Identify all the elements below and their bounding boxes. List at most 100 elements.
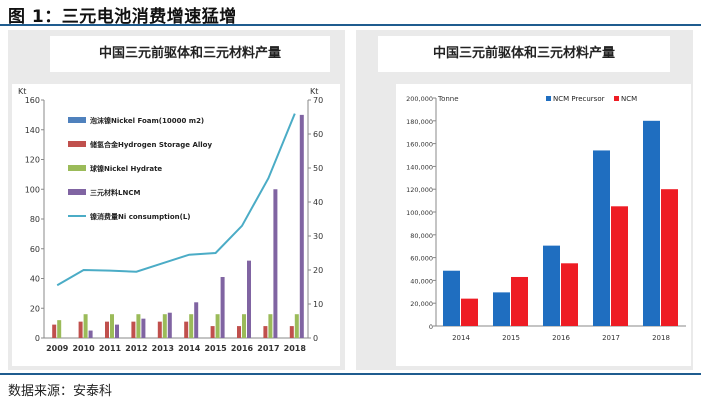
- x-tick-label: 2016: [552, 334, 570, 342]
- right-axis-unit: Kt: [310, 87, 318, 96]
- left-y-tick-label: 0: [35, 334, 40, 343]
- bar-3: [247, 260, 251, 338]
- bar-1: [237, 326, 241, 338]
- left-y-tick-label: 140: [25, 126, 40, 135]
- legend-label-0: NCM Precursor: [553, 95, 605, 103]
- left-y-tick-label: 40: [30, 275, 40, 284]
- legend-swatch-2: [68, 165, 86, 171]
- bar-3: [273, 189, 278, 338]
- source-rule: [0, 373, 701, 375]
- bar-3: [167, 312, 172, 338]
- bar-1: [184, 321, 189, 338]
- right-y-tick-label: 20: [313, 266, 323, 275]
- bar-2: [162, 314, 167, 338]
- bar-0: [443, 270, 460, 326]
- legend-swatch-1: [614, 96, 619, 101]
- bar-0: [493, 292, 510, 326]
- y-tick-label: 180,000: [406, 118, 433, 126]
- bar-0: [543, 245, 560, 326]
- left-y-tick-label: 60: [30, 245, 40, 254]
- bar-2: [189, 314, 194, 338]
- x-tick-label: 2009: [46, 344, 69, 353]
- bar-3: [194, 302, 199, 338]
- right-chart-title: 中国三元前驱体和三元材料产量: [378, 36, 670, 72]
- y-tick-label: 80,000: [410, 232, 433, 240]
- bar-3: [141, 318, 146, 338]
- bar-1: [611, 206, 628, 326]
- bar-2: [136, 314, 141, 338]
- bar-2: [242, 314, 246, 338]
- legend-label-3: 三元材料LNCM: [90, 188, 140, 197]
- x-tick-label: 2010: [72, 344, 95, 353]
- left-y-tick-label: 80: [30, 215, 40, 224]
- bar-0: [643, 120, 660, 326]
- x-tick-label: 2014: [178, 344, 201, 353]
- left-y-tick-label: 20: [30, 304, 40, 313]
- bar-1: [131, 321, 136, 338]
- legend-label-1: 储氢合金Hydrogen Storage Alloy: [89, 140, 212, 149]
- y-tick-label: 160,000: [406, 141, 433, 149]
- y-tick-label: 140,000: [406, 163, 433, 171]
- bar-2: [268, 314, 273, 338]
- bar-3: [88, 330, 93, 338]
- left-y-tick-label: 160: [25, 96, 40, 105]
- y-tick-label: 0: [429, 323, 433, 331]
- bar-1: [561, 263, 578, 326]
- x-tick-label: 2011: [99, 344, 122, 353]
- legend-swatch-0: [546, 96, 551, 101]
- right-y-tick-label: 60: [313, 130, 323, 139]
- bar-2: [110, 314, 114, 338]
- x-tick-label: 2016: [231, 344, 254, 353]
- bar-3: [115, 324, 119, 338]
- bar-1: [157, 321, 162, 338]
- left-axis-unit: Kt: [18, 87, 26, 96]
- x-tick-label: 2017: [602, 334, 620, 342]
- bar-2: [83, 314, 88, 338]
- legend-swatch-1: [68, 141, 86, 147]
- bar-3: [299, 114, 304, 338]
- bar-1: [461, 298, 478, 326]
- legend-label-2: 球镍Nickel Hydrate: [90, 164, 162, 173]
- legend-label-4: 镍消费量Ni consumption(L): [90, 212, 191, 221]
- bar-3: [220, 277, 225, 338]
- bar-1: [289, 326, 294, 338]
- bar-1: [52, 324, 57, 338]
- bar-1: [661, 189, 678, 326]
- x-tick-label: 2012: [125, 344, 147, 353]
- right-y-tick-label: 70: [313, 96, 323, 105]
- legend-swatch-3: [68, 189, 86, 195]
- y-axis-unit: Tonne: [437, 95, 459, 103]
- left-y-tick-label: 100: [25, 185, 40, 194]
- y-tick-label: 40,000: [410, 277, 433, 285]
- right-y-tick-label: 30: [313, 232, 323, 241]
- x-tick-label: 2014: [452, 334, 470, 342]
- right-chart-svg: Tonne 0 20,000 40,000 60,000 80,000 100,000 120…: [406, 95, 686, 342]
- right-y-tick-label: 50: [313, 164, 323, 173]
- x-tick-label: 2013: [152, 344, 174, 353]
- y-tick-label: 200,000: [406, 95, 433, 103]
- legend-label-1: NCM: [621, 95, 637, 103]
- left-y-tick-label: 120: [25, 156, 40, 165]
- x-tick-label: 2018: [652, 334, 670, 342]
- figure-title: 图 1：三元电池消费增速猛增: [8, 7, 237, 27]
- bar-2: [57, 320, 62, 338]
- left-chart-svg: Kt Kt 0 20 40 60 80 100 120 140 160 0 10 20 30 40 50 60 70…: [18, 87, 323, 353]
- right-y-tick-label: 0: [313, 334, 318, 343]
- bar-1: [78, 321, 83, 338]
- x-tick-label: 2015: [204, 344, 227, 353]
- right-y-tick-label: 40: [313, 198, 323, 207]
- bar-2: [294, 314, 299, 338]
- y-tick-label: 60,000: [410, 255, 433, 263]
- right-chart-plot: Tonne 0 20,000 40,000 60,000 80,000 100,000 120…: [396, 84, 691, 366]
- source-note: 数据来源：安泰科: [8, 384, 113, 399]
- bar-0: [593, 150, 610, 326]
- left-chart-panel: 中国三元前驱体和三元材料产量 Kt Kt 0 20 40 60 80 100 120 140 160…: [8, 30, 345, 370]
- ni-consumption-line: [56, 113, 296, 287]
- legend-swatch-0: [68, 117, 86, 123]
- left-chart-title: 中国三元前驱体和三元材料产量: [50, 36, 330, 72]
- bar-1: [263, 326, 268, 338]
- x-tick-label: 2015: [502, 334, 520, 342]
- bar-1: [210, 326, 215, 338]
- title-rule: [0, 24, 701, 26]
- y-tick-label: 20,000: [410, 300, 433, 308]
